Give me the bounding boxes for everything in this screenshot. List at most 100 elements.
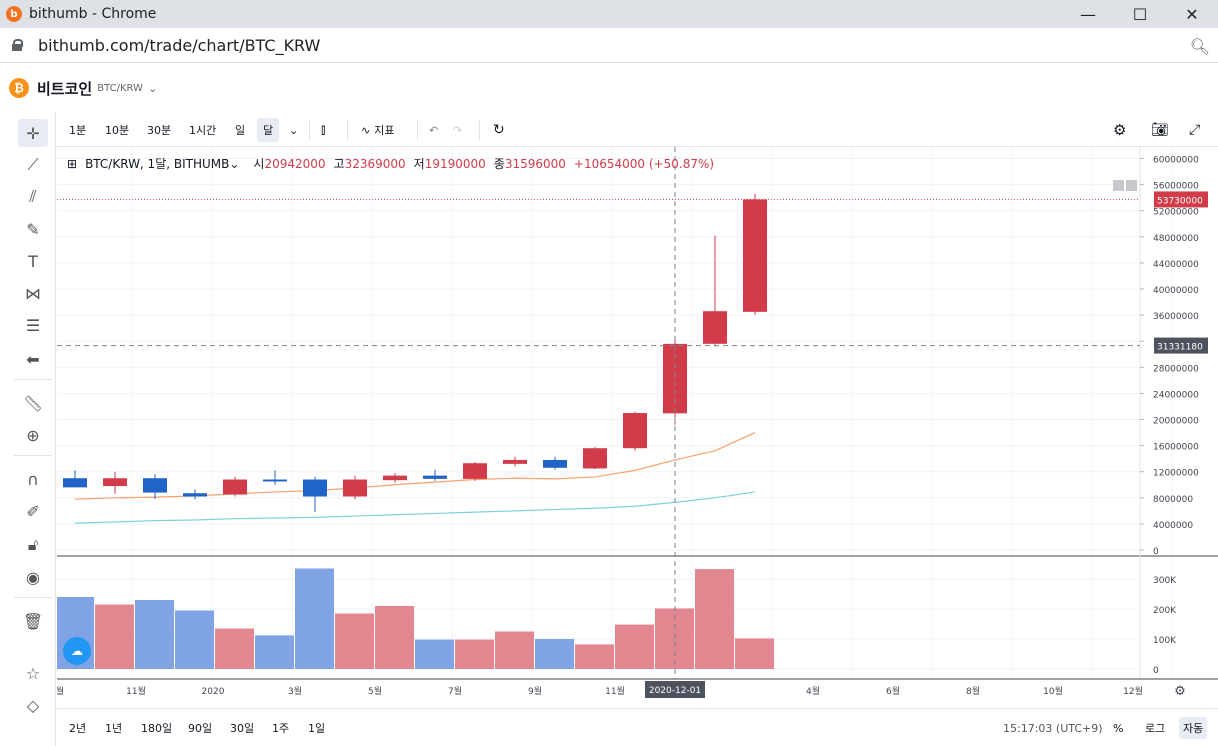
eye-icon[interactable]: ◉ <box>26 567 40 587</box>
candle-style-icon[interactable]: ⫾ <box>321 122 326 138</box>
candle-body <box>143 478 167 493</box>
candle-body <box>583 448 607 469</box>
scale-up-icon <box>1126 180 1137 191</box>
legend-low: 19190000 <box>424 156 486 171</box>
zoom-icon[interactable]: 🔍︎ <box>1189 37 1210 56</box>
price-tick-label: 60000000 <box>1153 156 1199 166</box>
chart-area[interactable]: 60000000 56000000 52000000 48000000 44000000… <box>55 147 1218 703</box>
bitcoin-logo-icon: ₿ <box>9 78 29 98</box>
close-icon[interactable]: ✕ <box>1185 4 1199 24</box>
interval-dropdown-chevron-icon[interactable]: ⌄ <box>289 123 299 137</box>
price-chart-svg[interactable]: 60000000 56000000 52000000 48000000 44000000… <box>55 147 1218 703</box>
pattern-tool-icon[interactable]: ⋈ <box>25 283 41 303</box>
fullscreen-icon[interactable]: ⤢ <box>1189 122 1201 138</box>
volume-bar <box>295 568 334 669</box>
range-1w[interactable]: 1주 <box>272 722 290 735</box>
trend-line-tool-icon[interactable]: ⟋ <box>27 155 39 174</box>
percent-toggle[interactable]: % <box>1113 721 1124 735</box>
legend-open-label: 시 <box>253 157 265 171</box>
time-tick-label: 3월 <box>288 685 302 697</box>
tradingview-logo-icon[interactable]: ☁ <box>63 637 91 665</box>
candle-body <box>263 479 287 482</box>
drawing-toolbar: ✛ ⟋ ⫽ ✎ T ⋈ ☰ ⬅ 📏︎ ⊕ ∩ ✐ 🔓︎ ◉ 🗑︎ ☆ ◇ <box>10 113 56 746</box>
maximize-icon[interactable]: ☐ <box>1132 4 1148 24</box>
back-arrow-icon[interactable]: ⬅ <box>26 349 40 369</box>
chart-legend: ⊞ BTC/KRW, 1달, BITHUMB ⌄ 시 20942000 고 32… <box>67 155 714 172</box>
volume-bar <box>255 635 294 669</box>
trash-icon[interactable]: 🗑︎ <box>22 611 44 631</box>
camera-icon[interactable]: 📷︎ <box>1151 122 1169 138</box>
candle-body <box>743 199 767 312</box>
price-tick-label: 52000000 <box>1153 208 1199 218</box>
time-tick-label: 11월 <box>126 685 146 697</box>
range-2y[interactable]: 2년 <box>69 722 87 735</box>
clock-time[interactable]: 15:17:03 (UTC+9) <box>1003 721 1103 735</box>
brush-tool-icon[interactable]: ✎ <box>26 219 40 239</box>
bithumb-favicon-icon: b <box>6 6 22 22</box>
parallel-channel-tool-icon[interactable]: ⫽ <box>29 187 37 206</box>
redo-icon[interactable]: ↷ <box>453 123 463 137</box>
zoom-in-tool-icon[interactable]: ⊕ <box>26 425 40 445</box>
candle-body <box>383 475 407 481</box>
ma-short-line <box>74 432 756 500</box>
fib-tool-icon[interactable]: ☰ <box>25 315 41 335</box>
minimize-icon[interactable]: — <box>1080 4 1096 24</box>
lock-icon <box>12 39 23 51</box>
unlock-icon[interactable]: 🔓︎ <box>27 535 39 554</box>
address-bar[interactable]: bithumb.com/trade/chart/BTC_KRW 🔍︎ <box>0 28 1218 63</box>
range-1y[interactable]: 1년 <box>105 722 123 735</box>
interval-month[interactable]: 달 <box>257 118 279 142</box>
auto-toggle[interactable]: 자동 <box>1179 717 1208 739</box>
range-30d[interactable]: 30일 <box>230 722 255 735</box>
time-tick-label: 6월 <box>886 685 900 697</box>
layers-icon[interactable]: ◇ <box>26 695 40 715</box>
price-tick-label: 4000000 <box>1153 521 1193 531</box>
last-price-label: 53730000 <box>1157 196 1203 206</box>
volume-bar <box>335 613 374 669</box>
text-tool-icon[interactable]: T <box>28 251 38 271</box>
volume-bar <box>695 569 734 669</box>
ruler-tool-icon[interactable]: 📏︎ <box>22 393 44 413</box>
crosshair-price-label: 31331180 <box>1157 343 1203 353</box>
price-tick-label: 24000000 <box>1153 390 1199 400</box>
interval-1m[interactable]: 1분 <box>69 124 87 137</box>
grid-lines <box>57 147 1173 679</box>
time-tick-label: 12월 <box>1123 685 1143 697</box>
price-tick-label: 0 <box>1153 547 1159 557</box>
volume-bar <box>495 631 534 669</box>
interval-30m[interactable]: 30분 <box>147 124 172 137</box>
interval-10m[interactable]: 10분 <box>105 124 130 137</box>
gear-icon[interactable]: ⚙ <box>1113 121 1127 139</box>
refresh-icon[interactable]: ↻ <box>493 122 505 138</box>
chevron-down-icon[interactable]: ⌄ <box>147 81 158 95</box>
indicator-button[interactable]: ∿ 지표 <box>357 118 398 142</box>
volume-bar <box>375 606 414 669</box>
price-tick-label: 28000000 <box>1153 364 1199 374</box>
lock-drawing-tool-icon[interactable]: ✐ <box>26 501 40 521</box>
time-tick-label: 4월 <box>806 685 820 697</box>
legend-symbol[interactable]: BTC/KRW, 1달, BITHUMB <box>85 157 230 171</box>
range-90d[interactable]: 90일 <box>188 722 213 735</box>
log-toggle[interactable]: 로그 <box>1145 722 1166 735</box>
browser-titlebar: b bithumb - Chrome — ☐ ✕ <box>0 0 1218 28</box>
legend-change: +10654000 (+50.87%) <box>573 156 715 171</box>
star-icon[interactable]: ☆ <box>25 663 41 683</box>
ma-long-line <box>74 491 756 524</box>
interval-1h[interactable]: 1시간 <box>189 124 217 137</box>
interval-day[interactable]: 일 <box>235 124 246 137</box>
legend-chevron-icon[interactable]: ⌄ <box>229 156 240 171</box>
price-tick-label: 8000000 <box>1153 495 1193 505</box>
range-1d[interactable]: 1일 <box>308 722 326 735</box>
undo-icon[interactable]: ↶ <box>429 123 439 137</box>
scale-down-icon <box>1113 180 1124 191</box>
range-bar: 2년 1년 180일 90일 30일 1주 1일 15:17:03 (UTC+9… <box>57 708 1218 746</box>
axis-settings-icon[interactable]: ⚙ <box>1174 684 1186 699</box>
legend-expand-icon[interactable]: ⊞ <box>67 156 78 171</box>
magnet-tool-icon[interactable]: ∩ <box>27 469 39 489</box>
url-text[interactable]: bithumb.com/trade/chart/BTC_KRW <box>38 35 321 55</box>
volume-bar <box>215 628 254 669</box>
crosshair-date-label: 2020-12-01 <box>649 686 701 696</box>
crosshair-tool-icon[interactable]: ✛ <box>18 119 48 147</box>
volume-bar <box>175 610 214 669</box>
range-180d[interactable]: 180일 <box>141 722 173 735</box>
